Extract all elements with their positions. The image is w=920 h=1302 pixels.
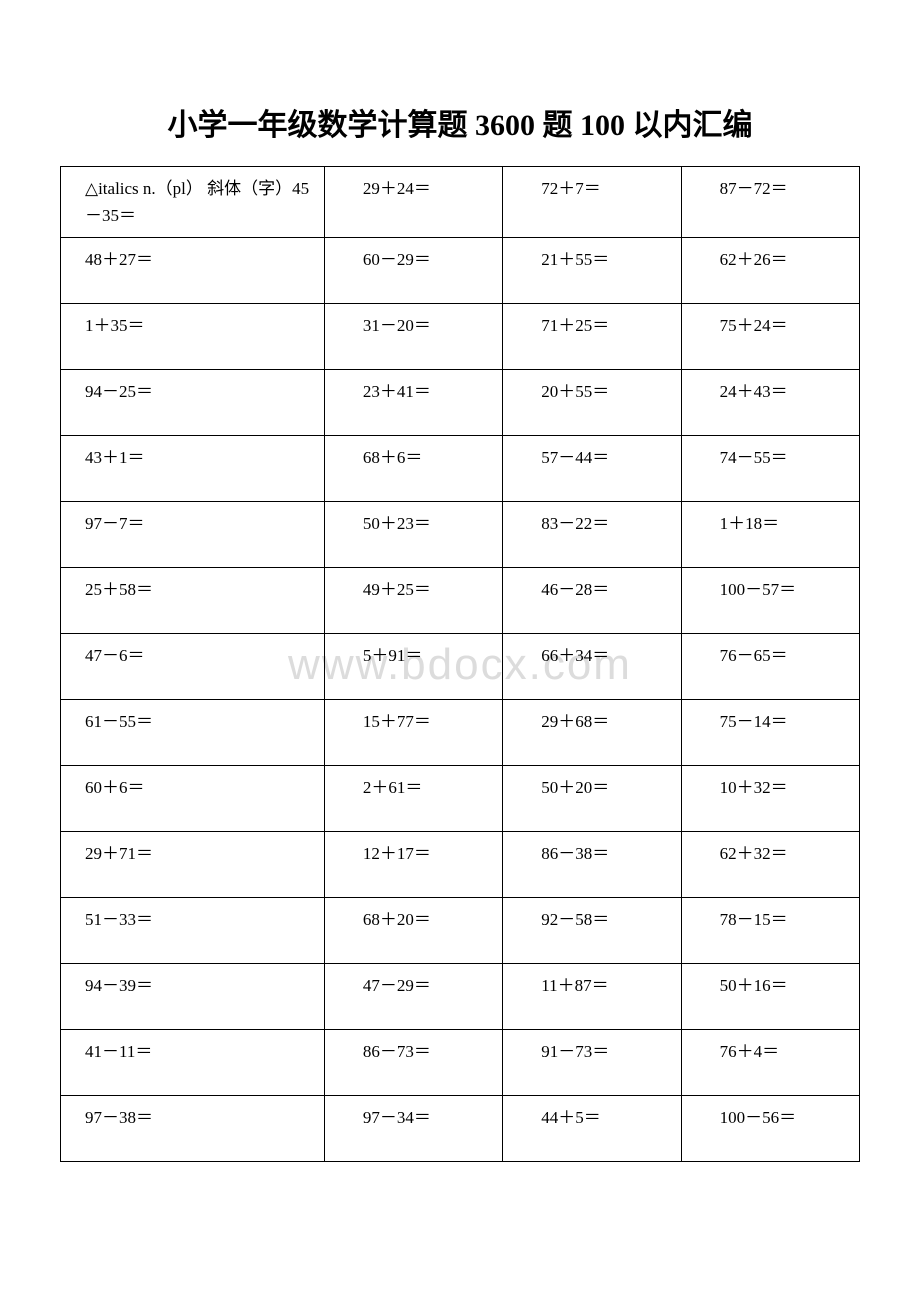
table-cell: 60－29＝ [324, 238, 502, 304]
table-row: 97－7＝50＋23＝83－22＝1＋18＝ [61, 502, 860, 568]
table-cell: 50＋20＝ [503, 766, 681, 832]
table-row: 94－25＝23＋41＝20＋55＝24＋43＝ [61, 370, 860, 436]
table-cell: 97－7＝ [61, 502, 325, 568]
table-cell: 86－38＝ [503, 832, 681, 898]
table-cell: 57－44＝ [503, 436, 681, 502]
table-cell: 49＋25＝ [324, 568, 502, 634]
table-cell: 10＋32＝ [681, 766, 859, 832]
table-cell: 97－38＝ [61, 1096, 325, 1162]
table-cell: 66＋34＝ [503, 634, 681, 700]
table-row: △italics n.（pl） 斜体（字）45－35＝29＋24＝72＋7＝87… [61, 167, 860, 238]
table-row: 51－33＝68＋20＝92－58＝78－15＝ [61, 898, 860, 964]
table-cell: 94－25＝ [61, 370, 325, 436]
table-cell: 24＋43＝ [681, 370, 859, 436]
table-cell: 97－34＝ [324, 1096, 502, 1162]
table-cell: 50＋16＝ [681, 964, 859, 1030]
table-cell: 72＋7＝ [503, 167, 681, 238]
table-cell: 41－11＝ [61, 1030, 325, 1096]
table-cell: 43＋1＝ [61, 436, 325, 502]
table-cell: 31－20＝ [324, 304, 502, 370]
table-cell: 83－22＝ [503, 502, 681, 568]
table-cell: 100－57＝ [681, 568, 859, 634]
table-cell: 46－28＝ [503, 568, 681, 634]
table-row: 60＋6＝2＋61＝50＋20＝10＋32＝ [61, 766, 860, 832]
table-cell: 62＋32＝ [681, 832, 859, 898]
table-cell: 11＋87＝ [503, 964, 681, 1030]
table-cell: 5＋91＝ [324, 634, 502, 700]
table-row: 48＋27＝60－29＝21＋55＝62＋26＝ [61, 238, 860, 304]
table-row: 97－38＝97－34＝44＋5＝100－56＝ [61, 1096, 860, 1162]
table-cell: 51－33＝ [61, 898, 325, 964]
table-cell: 100－56＝ [681, 1096, 859, 1162]
table-cell: 91－73＝ [503, 1030, 681, 1096]
table-cell: 47－29＝ [324, 964, 502, 1030]
worksheet-table: △italics n.（pl） 斜体（字）45－35＝29＋24＝72＋7＝87… [60, 166, 860, 1162]
table-cell: 62＋26＝ [681, 238, 859, 304]
table-cell: 86－73＝ [324, 1030, 502, 1096]
table-cell: 76－65＝ [681, 634, 859, 700]
table-row: 41－11＝86－73＝91－73＝76＋4＝ [61, 1030, 860, 1096]
table-cell: 29＋68＝ [503, 700, 681, 766]
table-row: 29＋71＝12＋17＝86－38＝62＋32＝ [61, 832, 860, 898]
table-cell: 50＋23＝ [324, 502, 502, 568]
table-cell: 47－6＝ [61, 634, 325, 700]
table-cell: 87－72＝ [681, 167, 859, 238]
table-cell: 48＋27＝ [61, 238, 325, 304]
table-row: 61－55＝15＋77＝29＋68＝75－14＝ [61, 700, 860, 766]
table-cell: 92－58＝ [503, 898, 681, 964]
table-cell: 71＋25＝ [503, 304, 681, 370]
table-row: 25＋58＝49＋25＝46－28＝100－57＝ [61, 568, 860, 634]
table-row: 1＋35＝31－20＝71＋25＝75＋24＝ [61, 304, 860, 370]
table-row: 43＋1＝68＋6＝57－44＝74－55＝ [61, 436, 860, 502]
table-cell: 20＋55＝ [503, 370, 681, 436]
table-cell: 1＋18＝ [681, 502, 859, 568]
table-container: △italics n.（pl） 斜体（字）45－35＝29＋24＝72＋7＝87… [60, 166, 860, 1162]
table-cell: 29＋24＝ [324, 167, 502, 238]
table-cell: 2＋61＝ [324, 766, 502, 832]
table-cell: 76＋4＝ [681, 1030, 859, 1096]
table-cell: 23＋41＝ [324, 370, 502, 436]
table-row: 94－39＝47－29＝11＋87＝50＋16＝ [61, 964, 860, 1030]
table-cell: 29＋71＝ [61, 832, 325, 898]
table-cell: 1＋35＝ [61, 304, 325, 370]
table-cell: 61－55＝ [61, 700, 325, 766]
table-cell: 74－55＝ [681, 436, 859, 502]
table-cell: 78－15＝ [681, 898, 859, 964]
table-cell: 68＋20＝ [324, 898, 502, 964]
table-cell: 15＋77＝ [324, 700, 502, 766]
table-cell: 21＋55＝ [503, 238, 681, 304]
table-cell: 25＋58＝ [61, 568, 325, 634]
table-cell: 44＋5＝ [503, 1096, 681, 1162]
table-cell: 68＋6＝ [324, 436, 502, 502]
table-cell: 94－39＝ [61, 964, 325, 1030]
table-cell: 75－14＝ [681, 700, 859, 766]
table-row: 47－6＝5＋91＝66＋34＝76－65＝ [61, 634, 860, 700]
table-cell: 75＋24＝ [681, 304, 859, 370]
page-title: 小学一年级数学计算题 3600 题 100 以内汇编 [60, 100, 860, 144]
table-cell: △italics n.（pl） 斜体（字）45－35＝ [61, 167, 325, 238]
table-cell: 12＋17＝ [324, 832, 502, 898]
table-cell: 60＋6＝ [61, 766, 325, 832]
